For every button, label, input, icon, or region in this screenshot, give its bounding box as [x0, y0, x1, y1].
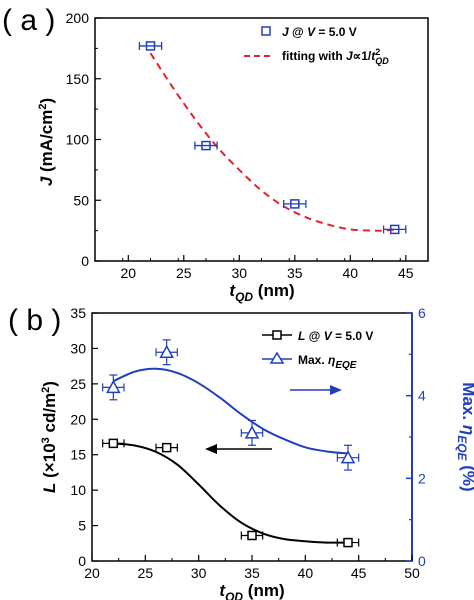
- panel-b-legend-entry-2: Max. ηEQE: [298, 353, 357, 371]
- panel-b-y-ticks: 0 5 10 15 20 25 30 35: [70, 305, 98, 569]
- y-tick-label: 5: [78, 518, 86, 534]
- y2-tick-label: 2: [418, 470, 426, 486]
- y-tick-label: 20: [70, 411, 86, 427]
- x-tick-label: 35: [244, 565, 260, 581]
- data-point-open-square: [108, 438, 119, 449]
- x-tick-label: 40: [298, 565, 314, 581]
- x-tick-label: 20: [84, 565, 100, 581]
- x-tick-label: 20: [121, 265, 137, 281]
- y-tick-label: 0: [78, 553, 86, 569]
- y-tick-label: 25: [70, 376, 86, 392]
- y-tick-label: 15: [70, 447, 86, 463]
- y-tick-label: 50: [73, 192, 89, 208]
- data-point-square: [389, 224, 400, 235]
- legend-open-square-marker: [272, 330, 282, 340]
- panel-b-legend-entry-1: L @ V = 5.0 V: [298, 329, 373, 343]
- data-point-open-square: [161, 442, 172, 453]
- panel-a-x-ticks: 20 25 30 35 40 45: [94, 255, 429, 281]
- data-point-open-triangle: [244, 425, 260, 439]
- y-tick-label: 0: [81, 253, 89, 269]
- data-point-open-triangle: [106, 379, 121, 394]
- panel-a-data-points: [138, 41, 407, 235]
- panel-a-legend: J @ V = 5.0 V fitting with J∝1/t2 QD: [244, 25, 389, 66]
- x-tick-label: 45: [398, 265, 414, 281]
- data-point-open-triangle: [159, 344, 174, 359]
- y2-tick-label: 6: [418, 305, 426, 321]
- panel-b-legend: L @ V = 5.0 V Max. ηEQE: [262, 329, 373, 371]
- panel-b-luminance-fit: [113, 442, 349, 544]
- y-tick-label: 35: [70, 305, 86, 321]
- y-tick-label: 150: [66, 71, 90, 87]
- panel-b-y2-ticks: 0 2 4 6: [406, 305, 426, 569]
- panel-b-eqe-fit: [112, 367, 349, 455]
- panel-b-y-axis-title: L (×103 cd/m2): [40, 381, 59, 493]
- data-point-square: [290, 199, 300, 209]
- arrow-left-icon: [205, 444, 272, 454]
- y-tick-label: 100: [66, 132, 90, 148]
- x-tick-label: 30: [191, 565, 207, 581]
- panel-a-y-axis-title: J (mA/cm2): [37, 98, 56, 186]
- legend-square-marker: [261, 26, 271, 36]
- panel-a-x-axis-title: tQD (nm): [229, 281, 294, 304]
- x-tick-label: 40: [343, 265, 359, 281]
- x-tick-label: 50: [404, 565, 420, 581]
- panel-a-y-ticks: 0 50 100 150 200: [66, 10, 101, 269]
- x-tick-label: 25: [138, 565, 154, 581]
- panel-a-legend-entry-2: fitting with J∝1/t2 QD: [282, 47, 389, 66]
- panel-b-x-ticks: 20 25 30 35 40 45 50: [84, 555, 420, 581]
- y-tick-label: 10: [70, 482, 86, 498]
- panel-a: ( a ) 20 25 30 35 40 45 0 50 100 150 200 J (mA/cm…: [2, 4, 429, 304]
- panel-b-label: ( b ): [8, 304, 61, 337]
- panel-a-fit-curve: [149, 52, 395, 232]
- panel-a-label: ( a ): [2, 4, 55, 37]
- data-point-square: [201, 140, 211, 151]
- panel-b-x-axis-title: tQD (nm): [219, 581, 284, 600]
- y2-tick-label: 4: [418, 388, 426, 404]
- x-tick-label: 30: [232, 265, 248, 281]
- data-point-open-triangle: [340, 450, 356, 464]
- data-point-square: [145, 41, 156, 51]
- y-tick-label: 200: [66, 10, 90, 26]
- legend-open-triangle-marker: [269, 351, 285, 364]
- x-tick-label: 45: [351, 565, 367, 581]
- panel-b-data-points: [102, 339, 360, 548]
- panel-b: ( b ) 20 25 30 35 40 45 50 0 5 10 15 20 25 30 35 0 2 4 6…: [8, 304, 474, 600]
- data-point-open-square: [343, 537, 353, 548]
- panel-b-y2-axis-title: Max. ηEQE (%): [455, 382, 474, 491]
- y2-tick-label: 0: [418, 553, 426, 569]
- x-tick-label: 25: [176, 265, 192, 281]
- y-tick-label: 30: [70, 340, 86, 356]
- arrow-right-icon: [290, 385, 342, 395]
- x-tick-label: 35: [287, 265, 303, 281]
- panel-a-legend-entry-1: J @ V = 5.0 V: [282, 25, 357, 39]
- data-point-open-square: [247, 530, 257, 541]
